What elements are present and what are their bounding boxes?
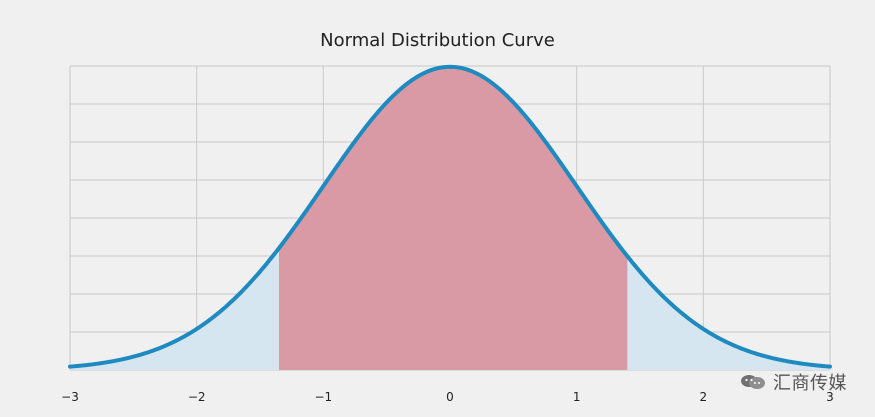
x-tick-label: 2 (700, 390, 708, 404)
x-tick-label: −2 (188, 390, 206, 404)
x-tick-layer: −3 −2 −1 0 1 2 3 (61, 390, 834, 404)
x-tick-label: 1 (573, 390, 581, 404)
center-area (279, 66, 628, 370)
x-tick-label: −3 (61, 390, 79, 404)
watermark-text: 汇商传媒 (773, 373, 847, 394)
wechat-icon (741, 375, 765, 389)
normal-curve (68, 64, 832, 369)
watermark: 汇商传媒 (739, 369, 847, 395)
x-tick-label: 0 (446, 390, 454, 404)
x-tick-label: −1 (314, 390, 332, 404)
chart-title: Normal Distribution Curve (320, 30, 555, 51)
x-tick-label: 3 (826, 390, 834, 404)
